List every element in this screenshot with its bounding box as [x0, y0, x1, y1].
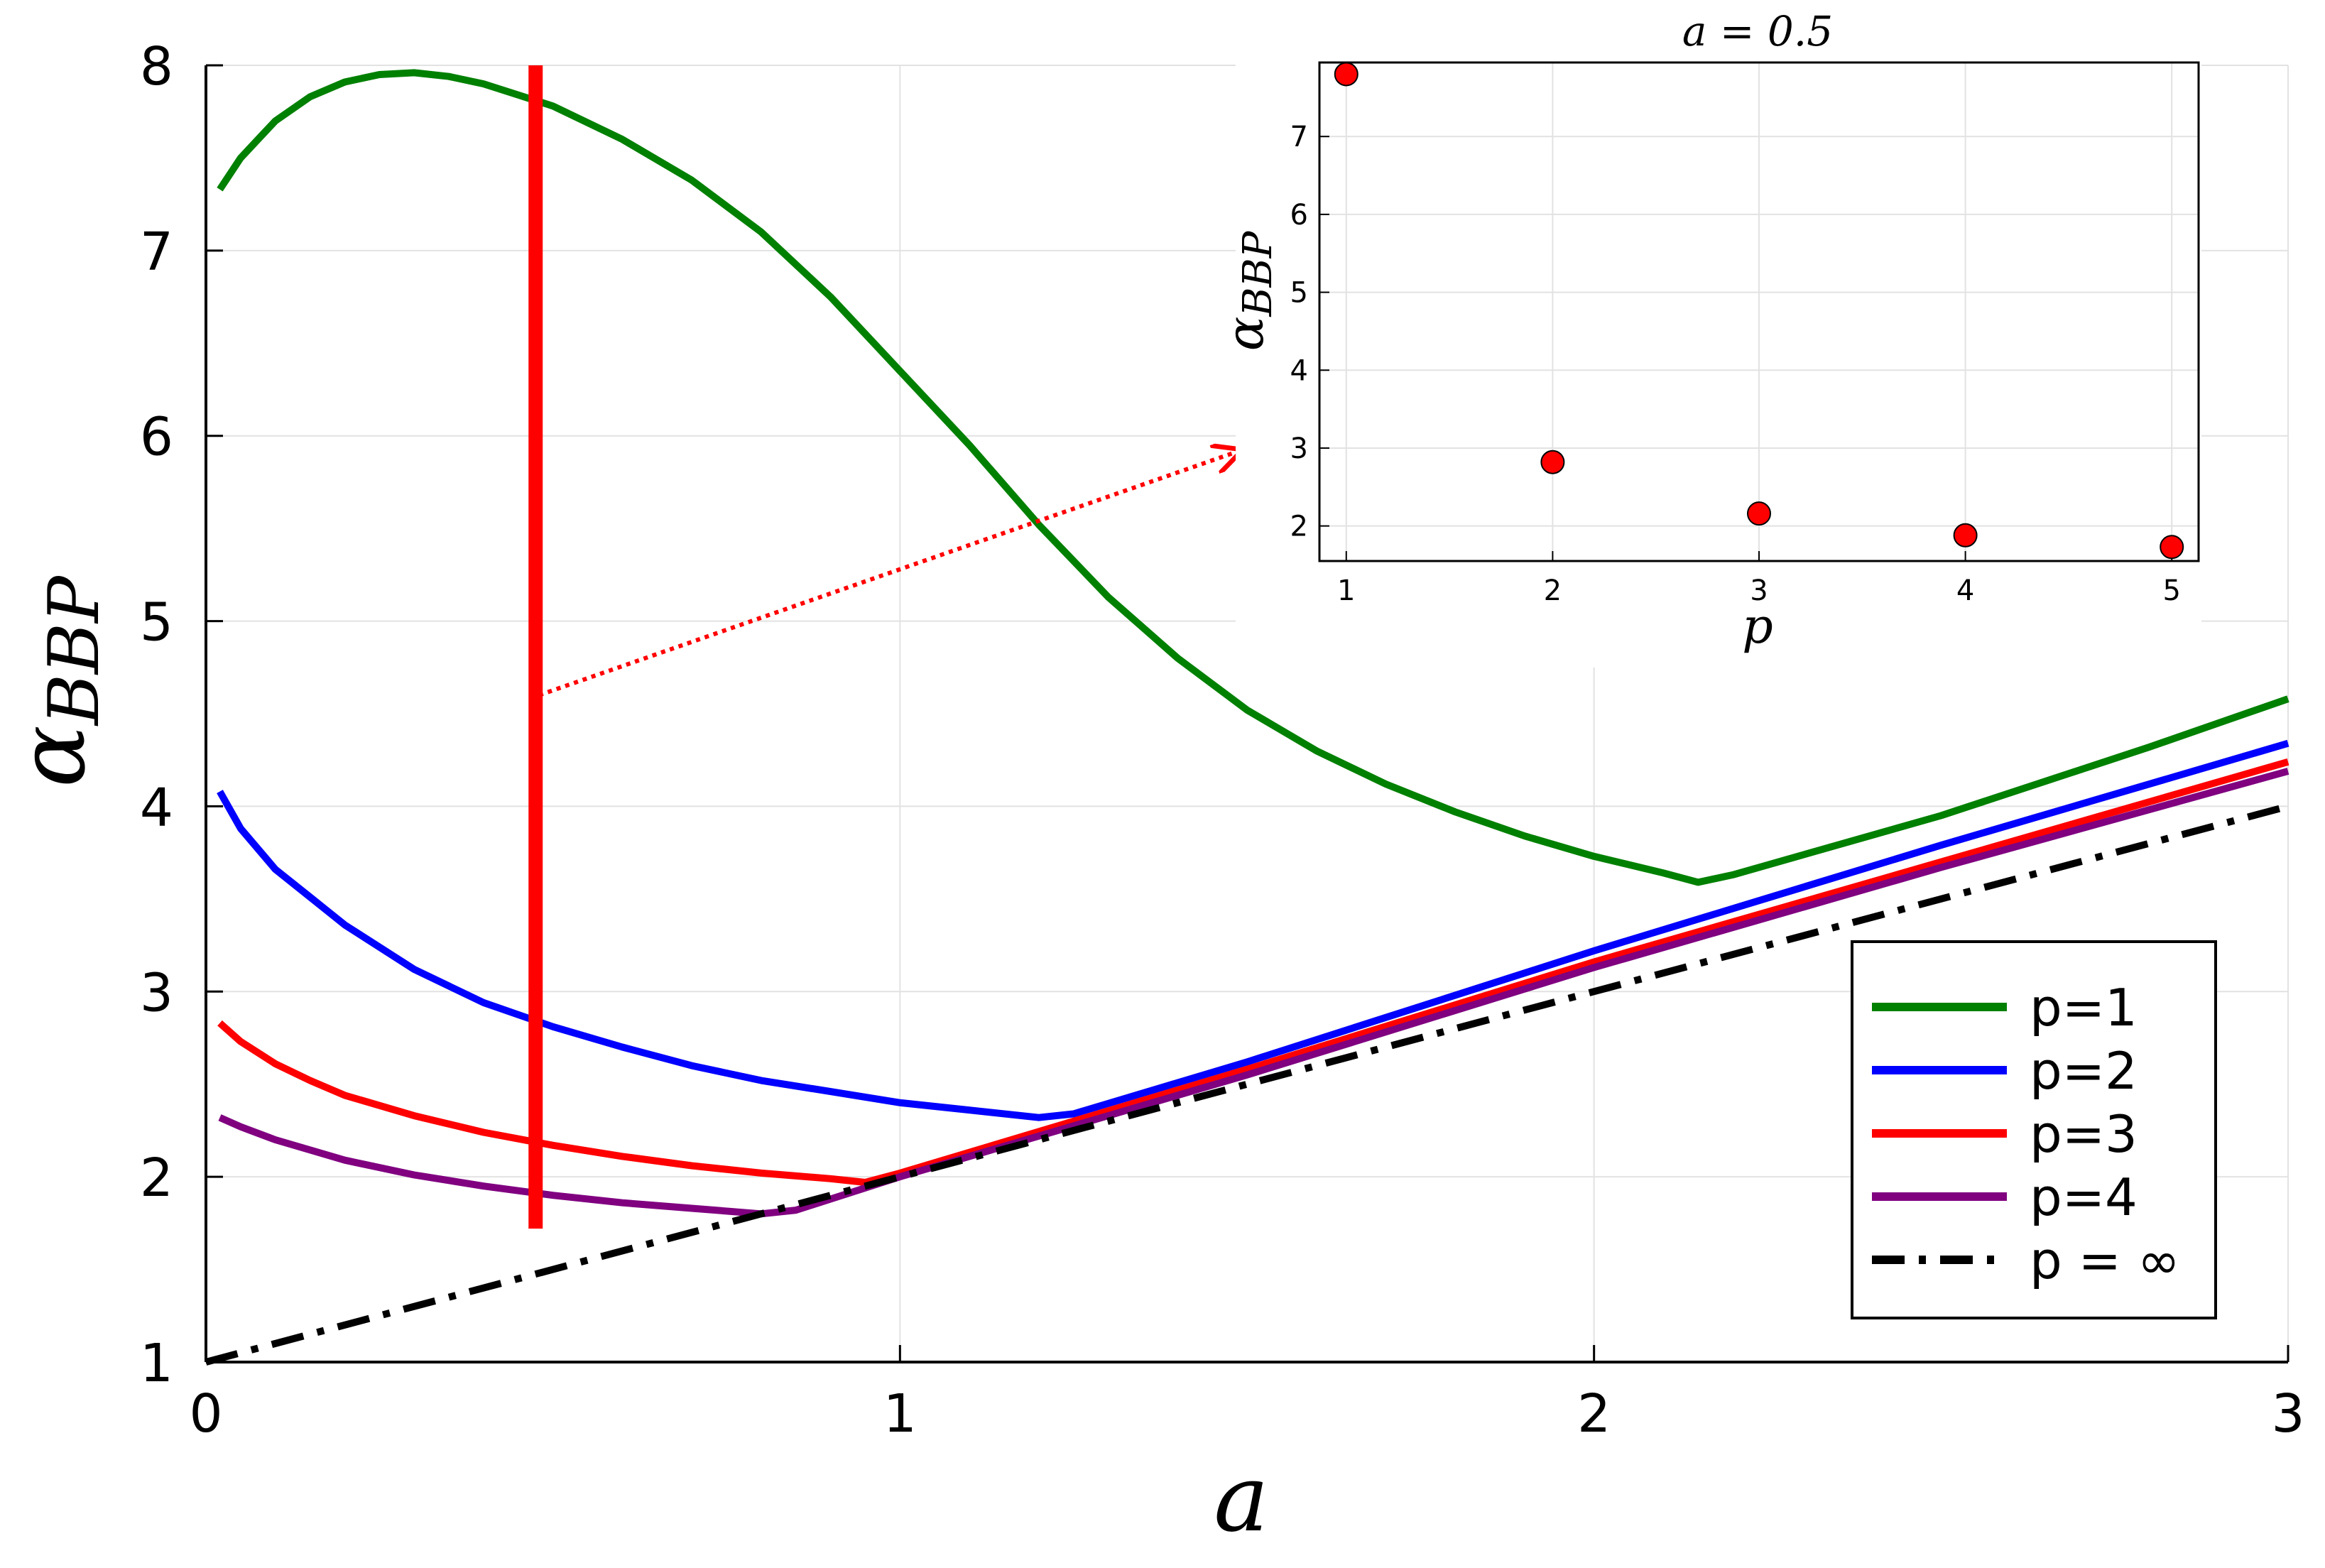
inset-point-3: [1747, 501, 1771, 526]
main-y-tick-label: 7: [140, 222, 173, 283]
main-y-label-base: α: [0, 725, 106, 788]
inset-point-2: [1540, 450, 1565, 474]
inset-x-tick-label: 5: [2162, 575, 2180, 607]
zoom-arrow: [538, 451, 1240, 697]
series-line-1: [217, 69, 2289, 886]
main-y-tick-label: 2: [140, 1148, 173, 1209]
main-x-tick-label: 2: [1577, 1383, 1611, 1444]
series-line-4: [218, 768, 2289, 1218]
legend-label-4: p=4: [2030, 1167, 2138, 1227]
main-y-tick-label: 5: [140, 592, 173, 653]
main-y-tick-label: 6: [140, 407, 173, 468]
main-x-tick-label: 0: [189, 1383, 222, 1444]
main-y-tick-label: 8: [140, 36, 173, 97]
inset-x-axis-label: p: [1742, 599, 1773, 655]
svg-text:αBBP: αBBP: [1215, 230, 1281, 351]
inset-background: [1236, 7, 2201, 668]
main-annotations: [528, 65, 1240, 1229]
inset-y-axis-label: αBBP: [1215, 230, 1281, 351]
series-line-2: [217, 739, 2289, 1121]
main-x-tick-label: 3: [2271, 1383, 2304, 1444]
series-line-5: [205, 802, 2289, 1366]
inset-y-tick-label: 2: [1290, 511, 1308, 543]
inset-y-label-sub: BBP: [1235, 230, 1281, 317]
legend-label-3: p=3: [2030, 1104, 2138, 1164]
inset-point-1: [1334, 62, 1358, 87]
inset-y-tick-label: 4: [1290, 354, 1308, 387]
inset-y-tick-label: 5: [1290, 277, 1308, 310]
main-y-label-sub: BBP: [34, 575, 115, 726]
main-y-tick-label: 1: [140, 1333, 173, 1394]
inset-axes: [1318, 61, 2200, 562]
main-y-tick-label: 3: [140, 962, 173, 1023]
inset-y-tick-label: 7: [1290, 121, 1308, 153]
inset-point-5: [2160, 535, 2184, 560]
inset-x-tick-label: 3: [1750, 575, 1768, 607]
legend-label-5: p = ∞: [2030, 1231, 2180, 1290]
inset-y-tick-label: 6: [1290, 199, 1308, 232]
inset-x-tick-label: 1: [1337, 575, 1355, 607]
svg-text:αBBP: αBBP: [0, 575, 115, 788]
inset-y-tick-label: 3: [1290, 432, 1308, 465]
main-y-axis-label: αBBP: [0, 575, 115, 788]
legend-label-1: p=1: [2030, 978, 2138, 1038]
main-axes: [205, 64, 2289, 1363]
inset-x-tick-label: 2: [1544, 575, 1562, 607]
main-series: [205, 69, 2289, 1366]
series-line-3: [217, 758, 2289, 1186]
legend: p=1p=2p=3p=4p = ∞: [1851, 940, 2217, 1319]
inset-x-tick-label: 4: [1956, 575, 1974, 607]
main-x-tick-label: 1: [883, 1383, 917, 1444]
inset-points: [1334, 62, 2184, 560]
main-x-axis-label: a: [1214, 1444, 1269, 1552]
inset-title: a = 0.5: [1682, 7, 1833, 55]
main-y-tick-label: 4: [140, 777, 173, 838]
inset-y-label-base: α: [1215, 317, 1275, 352]
inset-gridlines: [1319, 62, 2199, 561]
legend-label-2: p=2: [2030, 1041, 2138, 1101]
inset-point-4: [1953, 523, 1978, 548]
